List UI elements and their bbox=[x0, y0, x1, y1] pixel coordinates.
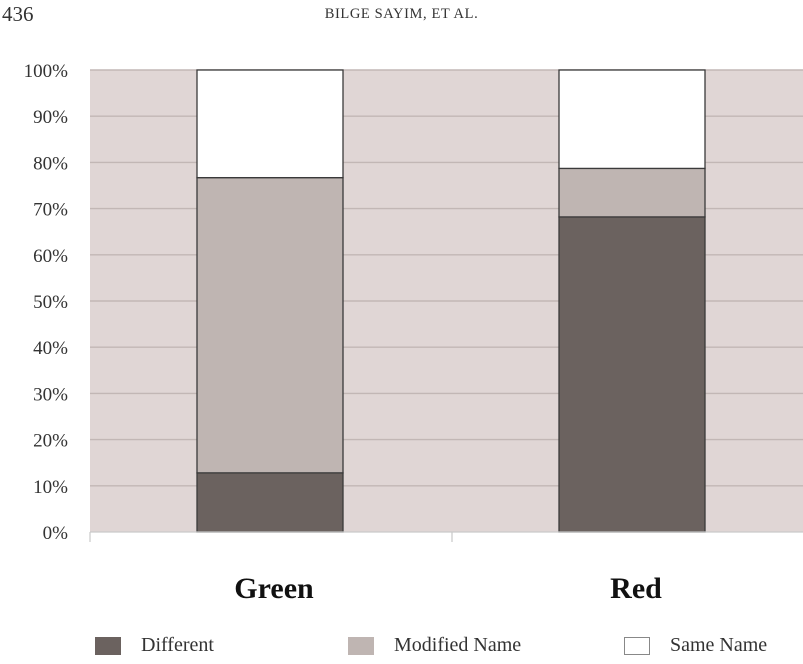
legend-swatch-same-name bbox=[624, 636, 650, 655]
y-tick-label: 70% bbox=[33, 200, 68, 221]
bar-segment-green-same-name bbox=[196, 69, 344, 179]
legend-item-same-name: Same Name bbox=[624, 634, 767, 657]
bar-segment-red-same-name bbox=[558, 69, 706, 170]
stacked-bar-chart: 0% 10% 20% 30% 40% 50% 60% 70% 80% 90% 100% Green R… bbox=[24, 61, 803, 605]
y-tick-label: 90% bbox=[33, 107, 68, 128]
legend-label-different: Different bbox=[141, 634, 214, 656]
page-number: 436 bbox=[2, 2, 34, 26]
legend-label-same-name: Same Name bbox=[670, 634, 768, 656]
legend: Different Modified Name Same Name bbox=[0, 634, 803, 664]
bar-segment-red-modified-name bbox=[558, 167, 706, 218]
y-tick-label: 0% bbox=[43, 523, 69, 544]
bar-segment-green-different bbox=[196, 472, 344, 533]
x-axis bbox=[89, 531, 803, 542]
legend-swatch-modified-name bbox=[348, 636, 374, 655]
y-axis-tick-labels: 0% 10% 20% 30% 40% 50% 60% 70% 80% 90% 100% bbox=[24, 61, 69, 544]
y-tick-label: 20% bbox=[33, 431, 68, 452]
y-tick-label: 50% bbox=[33, 292, 68, 313]
category-label-red: Red bbox=[610, 572, 662, 605]
bar-segment-red-different bbox=[558, 216, 706, 533]
bars bbox=[196, 69, 706, 533]
y-tick-label: 40% bbox=[33, 338, 68, 359]
legend-item-modified-name: Modified Name bbox=[348, 634, 521, 657]
legend-item-different: Different bbox=[95, 634, 214, 657]
category-label-green: Green bbox=[234, 572, 314, 605]
y-tick-label: 80% bbox=[33, 153, 68, 174]
y-tick-label: 10% bbox=[33, 477, 68, 498]
legend-swatch-different bbox=[95, 636, 121, 655]
y-tick-label: 100% bbox=[24, 61, 69, 82]
y-tick-label: 60% bbox=[33, 246, 68, 267]
legend-label-modified-name: Modified Name bbox=[394, 634, 522, 656]
y-tick-label: 30% bbox=[33, 384, 68, 405]
category-labels: Green Red bbox=[234, 572, 662, 605]
bar-segment-green-modified-name bbox=[196, 176, 344, 474]
running-header: BILGE SAYIM, ET AL. bbox=[324, 6, 479, 22]
